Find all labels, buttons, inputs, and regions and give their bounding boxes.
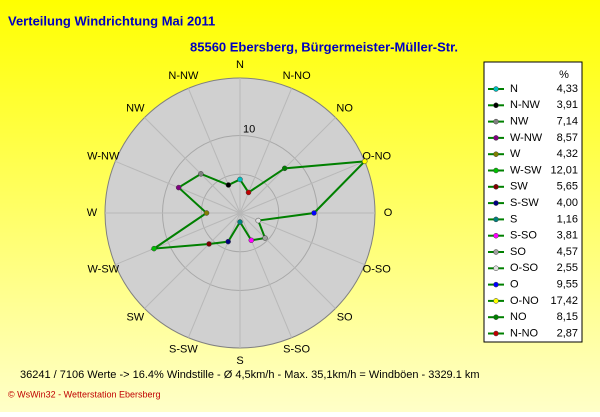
legend-value: 8,15 <box>557 311 578 323</box>
legend-value: 12,01 <box>550 164 578 176</box>
legend-label: N-NW <box>510 99 541 111</box>
direction-label: O-NO <box>362 150 391 162</box>
legend-value: 2,55 <box>557 262 578 274</box>
legend-label: O-NO <box>510 295 539 307</box>
legend-value: 4,32 <box>557 148 578 160</box>
data-point <box>225 238 231 245</box>
legend-header: % <box>559 69 569 81</box>
spoke <box>144 117 241 214</box>
legend-marker <box>493 135 499 141</box>
direction-label: S-SO <box>283 344 310 356</box>
data-point <box>225 182 232 188</box>
legend-marker <box>493 265 499 272</box>
legend-label: N-NO <box>510 327 539 339</box>
data-point <box>281 165 288 172</box>
legend-marker <box>493 151 499 157</box>
direction-label: SO <box>337 312 353 324</box>
legend-value: 4,33 <box>557 83 578 95</box>
legend-value: 1,16 <box>557 213 578 225</box>
legend-label: W-SW <box>510 164 542 176</box>
direction-label: N <box>236 59 244 71</box>
data-point <box>245 189 252 196</box>
data-point <box>151 245 157 252</box>
legend-marker <box>493 102 499 109</box>
legend-value: 9,55 <box>557 279 578 291</box>
direction-label: W-NW <box>87 150 120 162</box>
legend-marker <box>493 86 499 92</box>
legend-label: SO <box>510 246 526 258</box>
legend-marker <box>493 249 499 255</box>
spoke <box>187 212 241 338</box>
legend-label: S <box>510 213 517 225</box>
legend-label: NW <box>510 116 529 128</box>
legend-label: W-NW <box>510 132 543 144</box>
direction-label: NO <box>336 102 353 114</box>
direction-label: O <box>384 207 393 219</box>
credit: © WsWin32 - Wetterstation Ebersberg <box>8 389 161 399</box>
spoke <box>187 88 241 214</box>
data-point <box>237 219 243 225</box>
data-point <box>237 176 243 183</box>
legend-value: 5,65 <box>557 181 578 193</box>
legend-label: O <box>510 279 519 291</box>
spoke <box>239 212 336 309</box>
legend-label: W <box>510 148 521 160</box>
direction-label: N-NW <box>168 70 199 82</box>
legend-marker <box>493 281 499 288</box>
chart-subtitle: 85560 Ebersberg, Bürgermeister-Müller-St… <box>190 39 458 54</box>
legend-value: 4,57 <box>557 246 578 258</box>
spoke <box>144 212 241 309</box>
legend-marker <box>493 232 499 239</box>
direction-label: N-NO <box>283 70 312 82</box>
spoke <box>115 212 241 266</box>
legend-label: O-SO <box>510 262 539 274</box>
legend-label: S-SO <box>510 230 537 242</box>
legend-marker <box>493 167 499 174</box>
direction-label: SW <box>126 312 144 324</box>
spoke <box>239 212 293 338</box>
direction-label: O-SO <box>363 264 392 276</box>
data-point <box>198 171 204 177</box>
legend-value: 7,14 <box>557 116 578 128</box>
legend-label: N <box>510 83 518 95</box>
data-point <box>311 210 317 216</box>
legend-value: 8,57 <box>557 132 578 144</box>
legend-value: 3,81 <box>557 230 578 242</box>
legend-marker <box>493 200 499 206</box>
direction-label: S-SW <box>169 344 198 356</box>
legend-value: 3,91 <box>557 99 578 111</box>
data-point <box>248 237 255 244</box>
data-point <box>206 241 212 247</box>
legend-marker <box>493 330 499 337</box>
direction-label: S <box>236 355 243 367</box>
chart-title: Verteilung Windrichtung Mai 2011 <box>8 13 215 28</box>
spoke <box>239 160 365 214</box>
legend-label: S-SW <box>510 197 539 209</box>
direction-label: W <box>87 207 98 219</box>
legend-marker <box>493 118 499 125</box>
direction-label: NW <box>126 102 145 114</box>
legend-value: 2,87 <box>557 327 578 339</box>
data-point <box>262 235 268 241</box>
r-tick-label: 10 <box>243 123 255 135</box>
legend-label: SW <box>510 181 528 193</box>
legend-marker <box>493 298 499 304</box>
legend-marker <box>493 216 499 223</box>
legend-label: NO <box>510 311 527 323</box>
legend-value: 4,00 <box>557 197 578 209</box>
legend-marker <box>493 184 499 190</box>
data-point <box>255 217 262 224</box>
data-point <box>175 184 182 191</box>
legend-marker <box>493 314 499 320</box>
legend-value: 17,42 <box>550 295 578 307</box>
data-point <box>361 158 368 165</box>
data-point <box>203 210 210 216</box>
direction-label: W-SW <box>87 264 119 276</box>
legend-box <box>483 61 583 343</box>
spoke <box>239 117 336 214</box>
footer: 36241 / 7106 Werte -> 16.4% Windstille -… <box>20 369 480 381</box>
